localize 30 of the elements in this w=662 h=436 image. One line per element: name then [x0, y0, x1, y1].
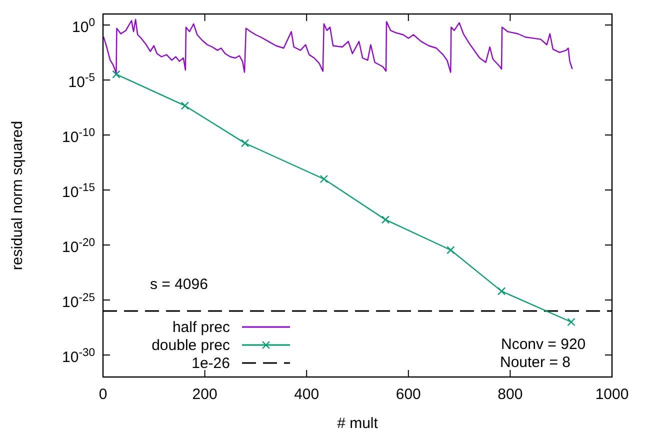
- y-axis-title: residual norm squared: [9, 120, 26, 270]
- x-tick-label: 200: [192, 386, 218, 403]
- annotation: Nconv = 920: [501, 336, 586, 353]
- y-tick-label: 10$^{-15}$: [62, 182, 95, 201]
- legend-label: 1e-26: [192, 355, 230, 372]
- x-tick-label: 800: [498, 386, 523, 403]
- x-tick-label: 0: [98, 386, 108, 403]
- y-tick-label: 10$^{-25}$: [62, 292, 95, 311]
- y-tick-label: 10$^{0}$: [72, 17, 95, 36]
- line-series: [102, 18, 573, 74]
- y-tick-label: 10$^{-10}$: [62, 127, 95, 146]
- point: [567, 318, 576, 326]
- point: [240, 139, 250, 148]
- point: [446, 246, 455, 254]
- point: [320, 174, 328, 184]
- point: [497, 287, 506, 296]
- y-tick-label: 10$^{-20}$: [62, 237, 95, 256]
- y-tick-label: 10$^{-5}$: [68, 72, 95, 91]
- point: [381, 216, 390, 224]
- legend-label: double prec: [152, 337, 230, 354]
- x-tick-label: 400: [294, 386, 320, 403]
- point: [112, 70, 120, 78]
- point: [180, 102, 190, 110]
- annotation: Nouter = 8: [500, 354, 570, 371]
- x-tick-label: 1000: [595, 386, 629, 403]
- annotation: s = 4096: [150, 276, 208, 293]
- y-tick-label: 10$^{-30}$: [62, 347, 95, 366]
- x-axis-title: # mult: [337, 415, 379, 432]
- legend-label: half prec: [172, 319, 230, 336]
- x-tick-label: 600: [396, 386, 421, 403]
